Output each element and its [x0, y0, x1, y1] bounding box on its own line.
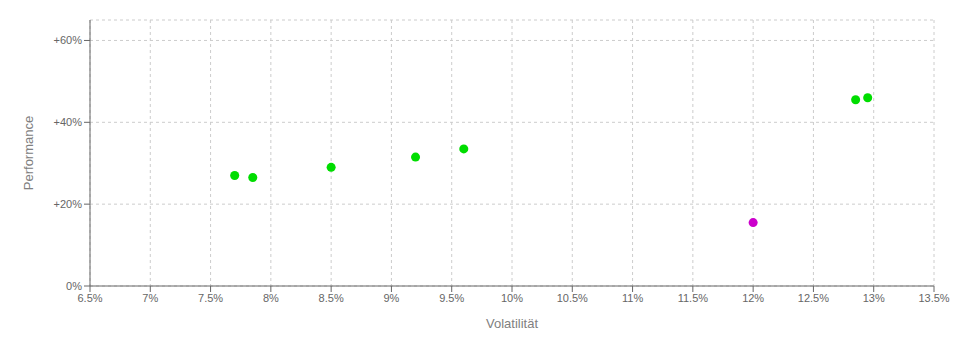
svg-text:7%: 7%	[142, 292, 158, 304]
svg-text:0%: 0%	[66, 280, 82, 292]
svg-text:+20%: +20%	[54, 198, 83, 210]
svg-text:12.5%: 12.5%	[798, 292, 829, 304]
svg-text:11%: 11%	[622, 292, 643, 304]
svg-text:7.5%: 7.5%	[198, 292, 223, 304]
svg-text:Performance: Performance	[21, 116, 36, 190]
svg-text:+40%: +40%	[54, 116, 83, 128]
svg-text:6.5%: 6.5%	[77, 292, 102, 304]
svg-text:13%: 13%	[863, 292, 885, 304]
svg-text:9.5%: 9.5%	[439, 292, 464, 304]
svg-text:Volatilität: Volatilität	[486, 316, 538, 331]
svg-text:12%: 12%	[742, 292, 764, 304]
svg-text:8.5%: 8.5%	[319, 292, 344, 304]
svg-text:10%: 10%	[501, 292, 523, 304]
svg-text:13.5%: 13.5%	[918, 292, 949, 304]
svg-text:8%: 8%	[263, 292, 279, 304]
svg-text:11.5%: 11.5%	[678, 292, 709, 304]
svg-text:9%: 9%	[383, 292, 399, 304]
svg-text:+60%: +60%	[54, 34, 83, 46]
svg-text:10.5%: 10.5%	[557, 292, 588, 304]
